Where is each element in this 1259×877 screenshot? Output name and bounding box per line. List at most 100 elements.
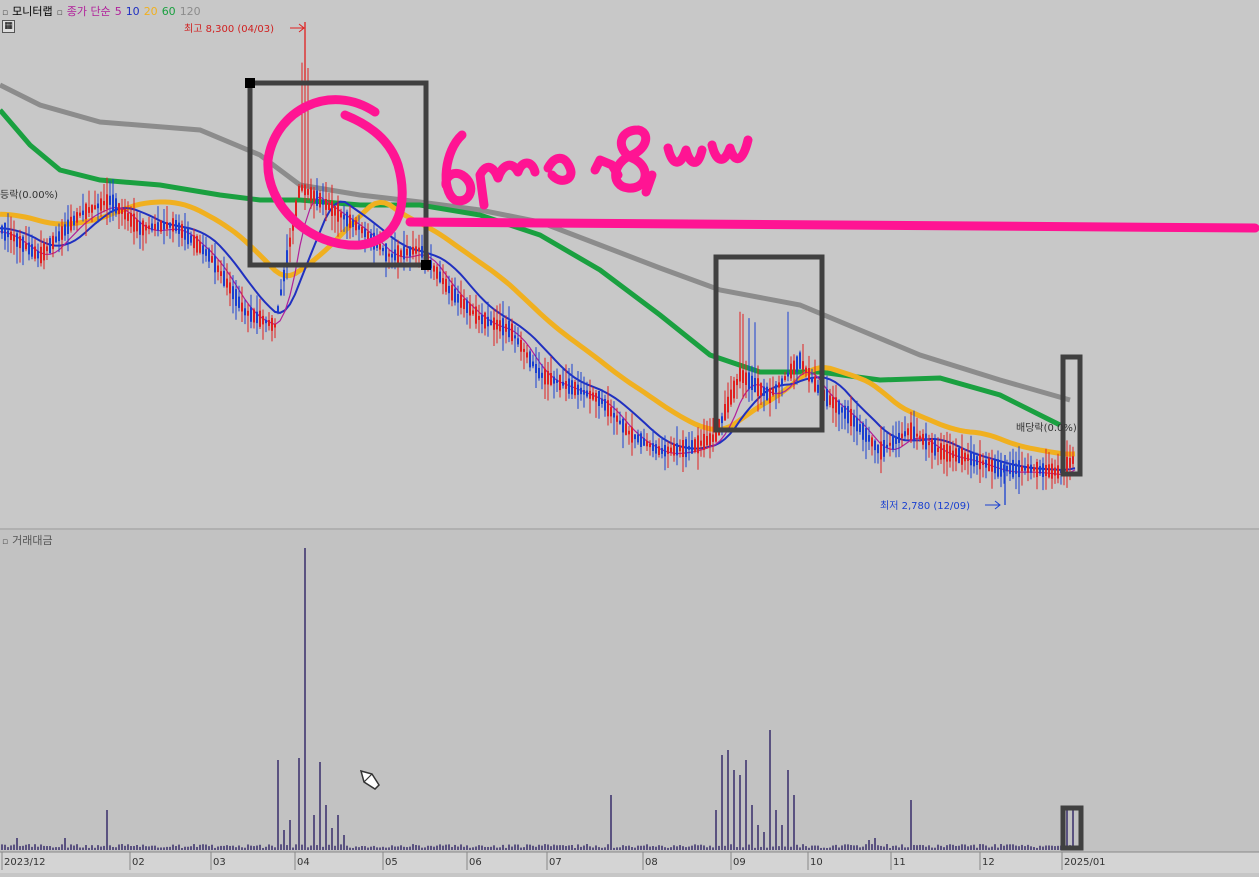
volume-bar — [649, 846, 651, 850]
candle-body — [955, 448, 957, 462]
x-axis-bar — [0, 852, 1259, 873]
volume-bar — [553, 844, 555, 850]
candle-body — [511, 323, 513, 342]
volume-bar — [457, 846, 459, 850]
volume-bar — [544, 844, 546, 850]
ma-box-icon[interactable]: ▫ — [56, 8, 63, 18]
candle-body — [121, 209, 123, 214]
candle-body — [265, 320, 267, 324]
candle-body — [103, 201, 105, 206]
candle-body — [904, 431, 906, 437]
volume-bar — [628, 845, 630, 850]
volume-bar — [235, 847, 237, 850]
volume-bar — [934, 847, 936, 850]
volume-bar — [1030, 846, 1032, 850]
x-tick-label: 09 — [733, 857, 746, 868]
volume-bar — [460, 844, 462, 850]
candle-body — [754, 378, 756, 393]
candle-body — [322, 200, 324, 205]
candle-body — [970, 451, 972, 466]
volume-bar — [547, 844, 549, 850]
volume-bar — [298, 758, 300, 850]
volume-bar — [769, 730, 771, 850]
volume-bar — [583, 845, 585, 850]
candle-body — [487, 316, 489, 327]
candle-body — [271, 317, 273, 331]
candle-body — [97, 203, 99, 209]
candle-body — [1006, 466, 1008, 472]
ma-period-60: 60 — [161, 5, 176, 18]
candle-body — [1072, 456, 1074, 464]
volume-bar — [208, 846, 210, 850]
candle-body — [337, 203, 339, 222]
volume-bar — [229, 845, 231, 850]
volume-bar — [385, 847, 387, 850]
candle-body — [31, 244, 33, 257]
candle-body — [1027, 464, 1029, 473]
volume-bar — [505, 847, 507, 850]
volume-bar — [667, 847, 669, 850]
candle-body — [313, 190, 315, 202]
volume-box-icon[interactable]: ▫ — [2, 537, 9, 547]
volume-bar — [694, 844, 696, 850]
candle-body — [142, 220, 144, 236]
candle-body — [136, 219, 138, 232]
candle-body — [301, 184, 303, 191]
volume-bar — [541, 845, 543, 850]
header-box-icon[interactable]: ▫ — [2, 8, 9, 18]
volume-bar — [286, 845, 288, 850]
candle-body — [403, 246, 405, 260]
candle-body — [523, 348, 525, 352]
grid-icon[interactable]: ▦ — [2, 20, 15, 33]
candle-body — [709, 433, 711, 446]
handwriting-o — [543, 153, 576, 185]
candle-body — [895, 436, 897, 444]
volume-bar — [259, 844, 261, 850]
volume-bar — [961, 844, 963, 850]
candle-body — [202, 245, 204, 255]
candle-body — [979, 454, 981, 470]
volume-bar — [127, 844, 129, 850]
volume-bar — [148, 846, 150, 850]
candle-body — [457, 294, 459, 303]
candle-body — [1039, 465, 1041, 474]
candle-body — [886, 444, 888, 448]
candle-body — [988, 458, 990, 472]
candle-body — [349, 214, 351, 228]
candle-body — [475, 306, 477, 324]
volume-bar — [7, 847, 9, 850]
candle-body — [871, 437, 873, 447]
volume-bar — [94, 847, 96, 850]
volume-bar — [130, 846, 132, 850]
candle-body — [598, 391, 600, 406]
volume-bar — [679, 845, 681, 850]
volume-bar — [1027, 844, 1029, 850]
volume-bar — [337, 815, 339, 850]
volume-bar — [601, 847, 603, 850]
volume-bar — [502, 844, 504, 850]
volume-bar — [499, 847, 501, 850]
candle-body — [805, 367, 807, 373]
candle-body — [1030, 464, 1032, 473]
candle-body — [22, 236, 24, 252]
volume-bar — [751, 805, 753, 850]
volume-bar — [400, 845, 402, 850]
candle-body — [1042, 463, 1044, 477]
volume-bar — [520, 847, 522, 850]
volume-bar — [343, 835, 345, 850]
volume-bar — [766, 847, 768, 850]
volume-bar — [550, 846, 552, 850]
volume-bar — [589, 846, 591, 850]
volume-bar — [19, 846, 21, 850]
candle-body — [673, 443, 675, 456]
candle-body — [676, 443, 678, 456]
candle-body — [835, 397, 837, 413]
volume-bar — [895, 845, 897, 850]
volume-bar — [781, 825, 783, 850]
volume-bar — [727, 750, 729, 850]
volume-bar — [106, 810, 108, 850]
candle-body — [25, 243, 27, 250]
volume-bar — [616, 847, 618, 850]
candle-body — [934, 439, 936, 456]
volume-bar — [874, 838, 876, 850]
